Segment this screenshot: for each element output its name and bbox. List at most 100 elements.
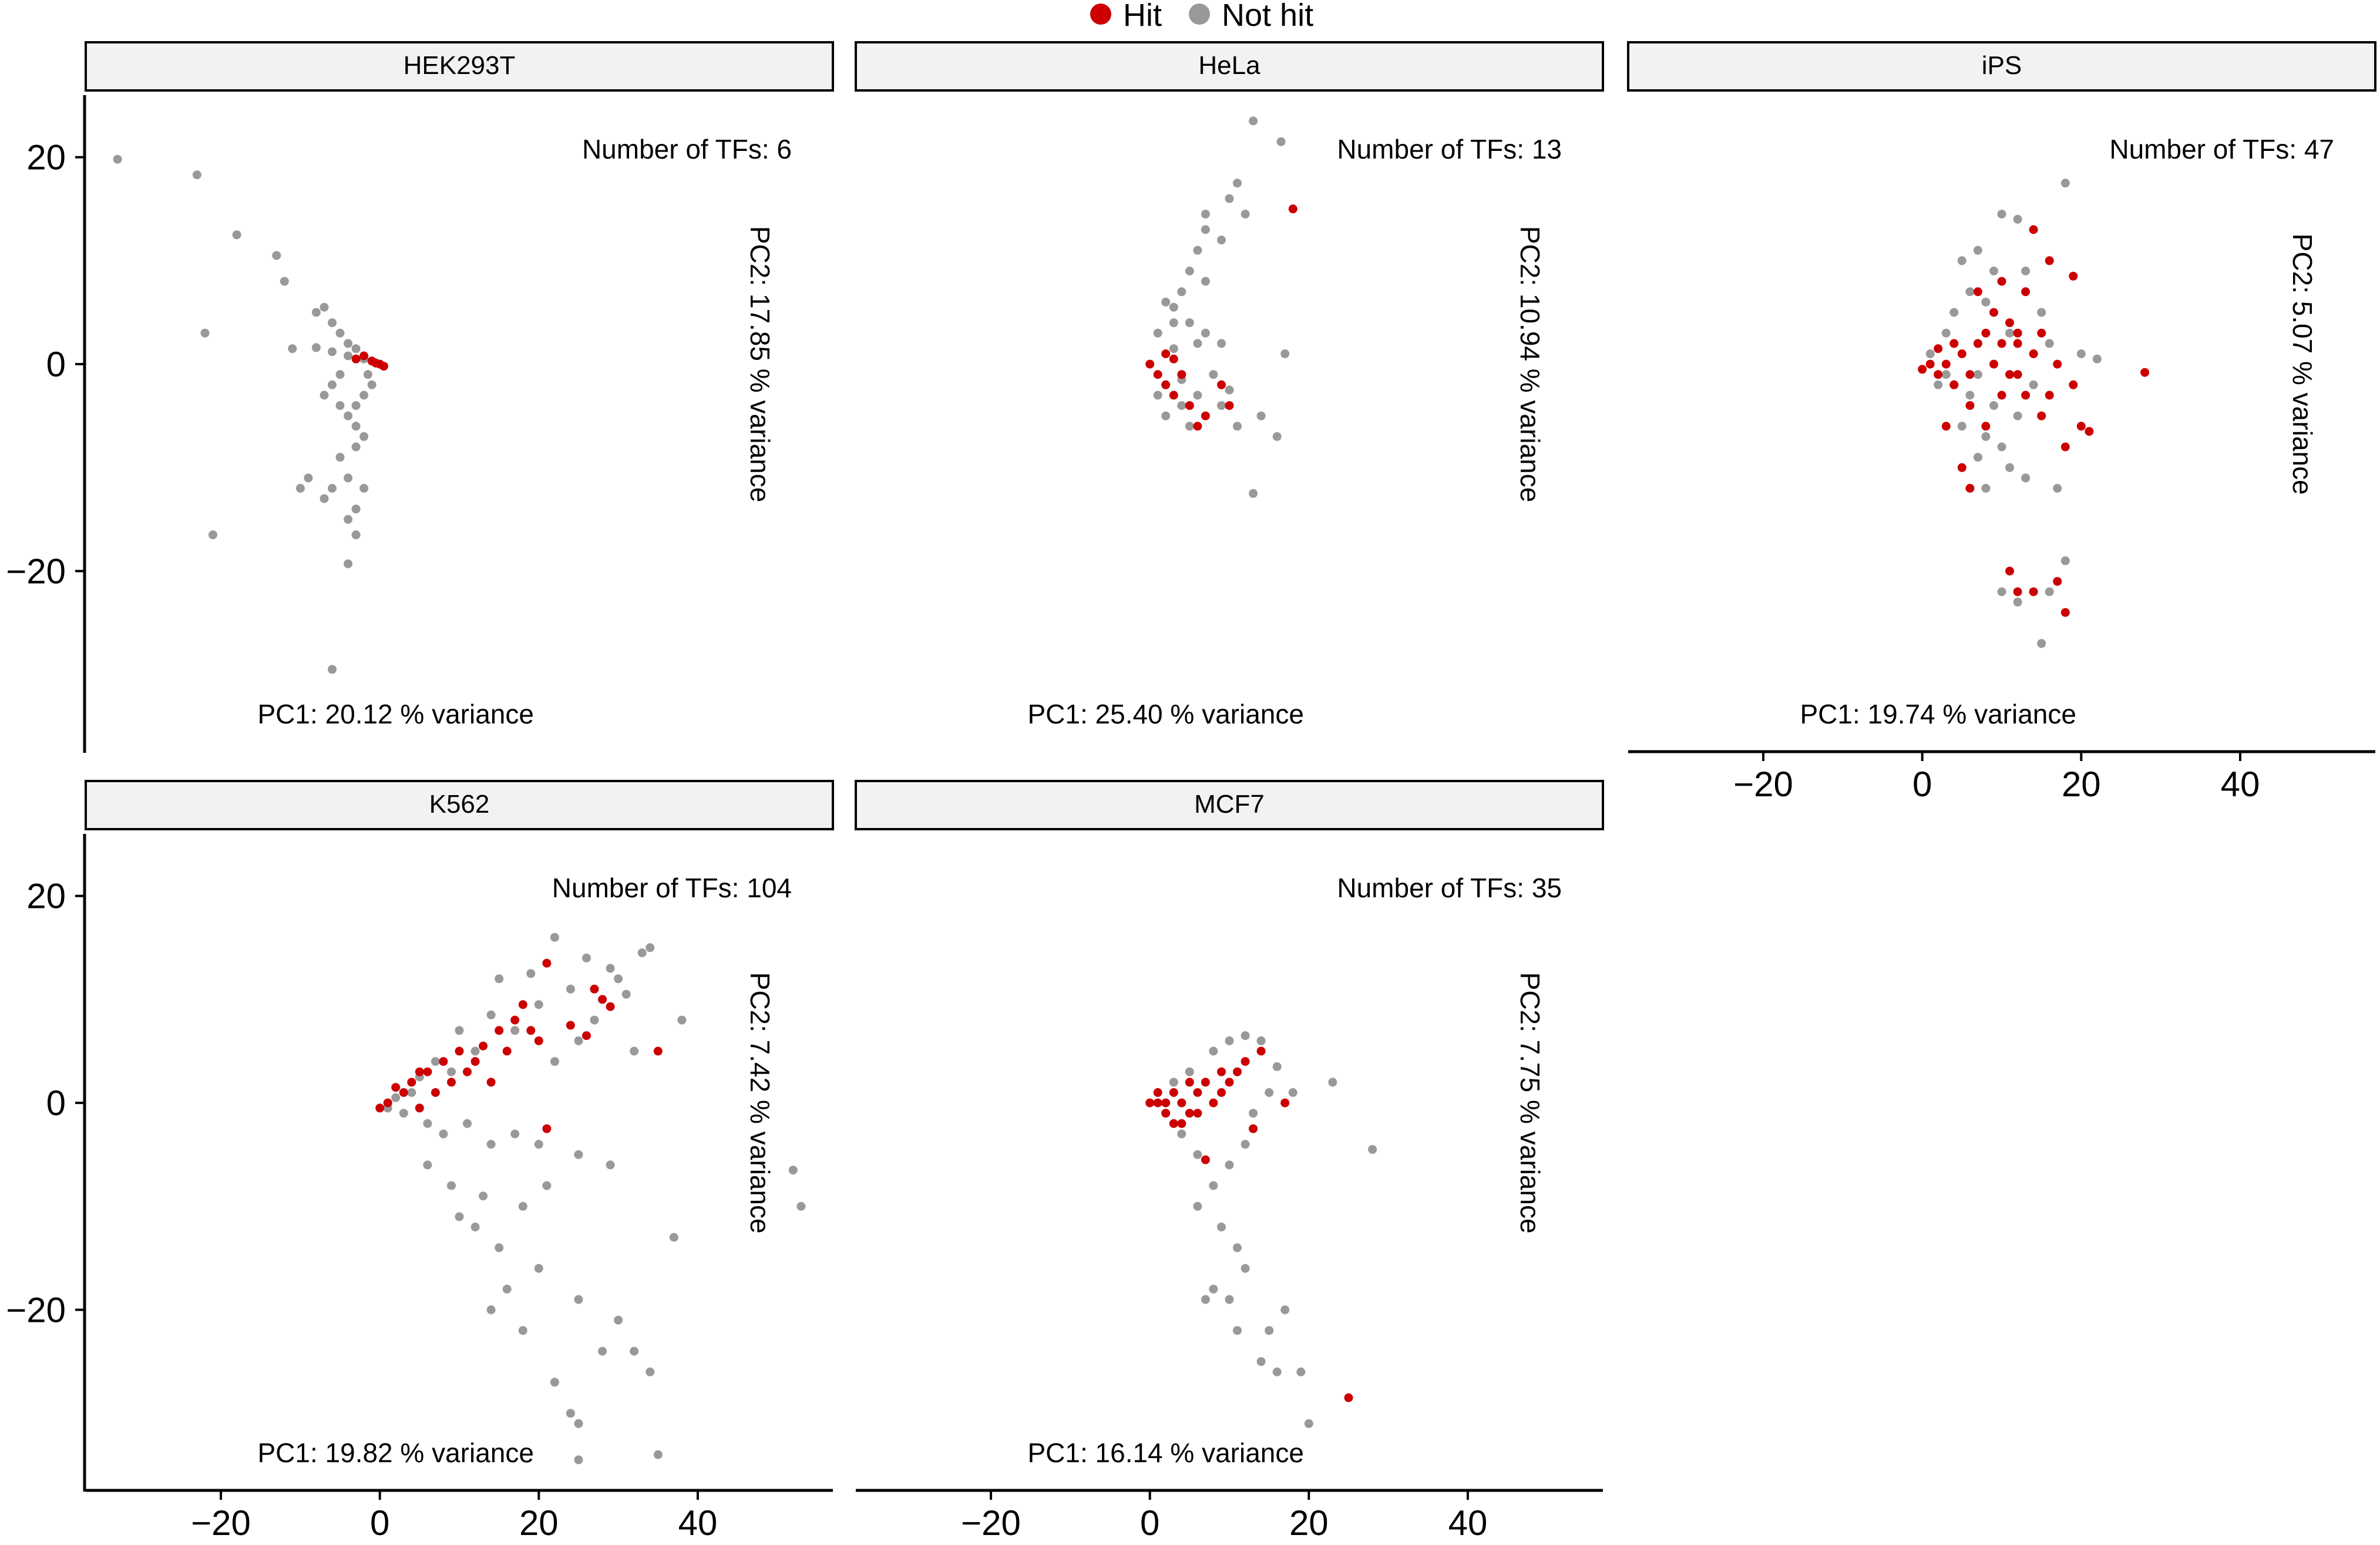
facet-strip-label: MCF7 [1194,790,1265,819]
point-hit [2029,349,2038,358]
point-not-hit [1201,225,1210,234]
point-hit [1161,1109,1171,1118]
point-not-hit [1185,1067,1194,1076]
point-hit [2013,339,2022,348]
point-not-hit [1949,308,1959,317]
point-not-hit [1997,442,2006,452]
point-hit [2029,587,2038,597]
point-not-hit [351,401,361,410]
point-not-hit [1241,1140,1250,1149]
point-hit [379,362,388,371]
point-hit [447,1078,456,1087]
point-not-hit [1217,339,1226,348]
point-not-hit [1241,210,1250,219]
point-hit [1997,339,2006,348]
point-hit [1185,1078,1194,1087]
point-not-hit [479,1191,488,1201]
point-not-hit [1989,401,1998,410]
point-not-hit [344,351,353,361]
point-hit [1941,422,1951,431]
point-not-hit [1217,401,1226,410]
point-hit [1280,1098,1290,1108]
tf-count-label: Number of TFs: 35 [1337,873,1562,903]
point-hit [1185,1109,1194,1118]
point-not-hit [351,344,361,354]
point-hit [1981,422,1991,431]
pc1-variance-label: PC1: 25.40 % variance [1027,699,1304,729]
point-not-hit [1957,422,1966,431]
point-not-hit [455,1212,464,1221]
point-not-hit [1276,137,1286,146]
point-hit [1918,365,1927,374]
point-not-hit [637,948,647,958]
point-not-hit [1272,1062,1282,1071]
axes: −20 0 20 −20 0 20 40 −20 0 20 −20 0 20 40 −20 0 20 40 [6,95,2375,1543]
point-hit [1949,339,1959,348]
point-not-hit [1185,267,1194,275]
point-hit [1233,1067,1242,1076]
point-hit [2005,318,2014,328]
point-not-hit [192,170,201,180]
facet-strip [855,780,1604,830]
point-hit [415,1067,424,1076]
x-tick-label: 0 [1140,1503,1159,1543]
point-not-hit [359,432,369,441]
point-not-hit [574,1455,583,1465]
point-not-hit [550,933,559,942]
point-not-hit [423,1160,432,1170]
point-not-hit [2060,179,2070,188]
point-hit [2045,256,2054,265]
point-not-hit [391,1093,401,1102]
point-not-hit [470,1223,480,1231]
point-not-hit [470,1046,480,1056]
point-hit [1217,1067,1226,1076]
point-not-hit [1288,1088,1297,1097]
point-hit [383,1098,392,1108]
point-not-hit [335,453,345,462]
point-hit [479,1041,488,1051]
point-not-hit [1941,328,1951,338]
point-not-hit [311,343,321,352]
point-not-hit [606,1160,615,1170]
point-not-hit [407,1088,416,1097]
point-not-hit [328,380,337,389]
point-not-hit [447,1067,456,1076]
point-not-hit [344,514,353,524]
panel-ips: iPS Number of TFs: 47 PC1: 19.74 % varianc… [1627,41,2376,729]
point-not-hit [1177,1129,1186,1139]
point-not-hit [1256,411,1266,420]
x-tick-label: 20 [2062,765,2101,804]
point-not-hit [1209,1046,1218,1056]
point-not-hit [335,370,345,379]
point-not-hit [486,1305,496,1314]
point-not-hit [1997,210,2006,219]
point-not-hit [2037,308,2046,317]
point-not-hit [550,1378,559,1387]
point-hit [1288,204,1297,214]
point-not-hit [1233,179,1242,188]
point-not-hit [311,308,321,317]
point-not-hit [1233,1326,1242,1335]
point-hit [1177,1119,1186,1128]
legend-dot-not-hit [1189,4,1210,25]
point-hit [1217,1088,1226,1097]
point-hit [566,1021,575,1030]
point-not-hit [518,1201,527,1211]
point-not-hit [351,442,361,452]
point-not-hit [1225,1295,1234,1304]
point-hit [518,1000,527,1009]
point-not-hit [542,1181,552,1190]
facet-strip [855,41,1604,92]
point-not-hit [431,1057,440,1066]
point-hit [2140,368,2150,377]
point-not-hit [2021,267,2031,275]
point-not-hit [2053,484,2062,493]
point-not-hit [606,964,615,973]
point-not-hit [328,347,337,356]
point-hit [1934,370,1943,379]
point-not-hit [351,504,361,514]
point-hit [2037,328,2046,338]
point-not-hit [614,974,623,984]
x-tick-label: 20 [1289,1503,1329,1543]
